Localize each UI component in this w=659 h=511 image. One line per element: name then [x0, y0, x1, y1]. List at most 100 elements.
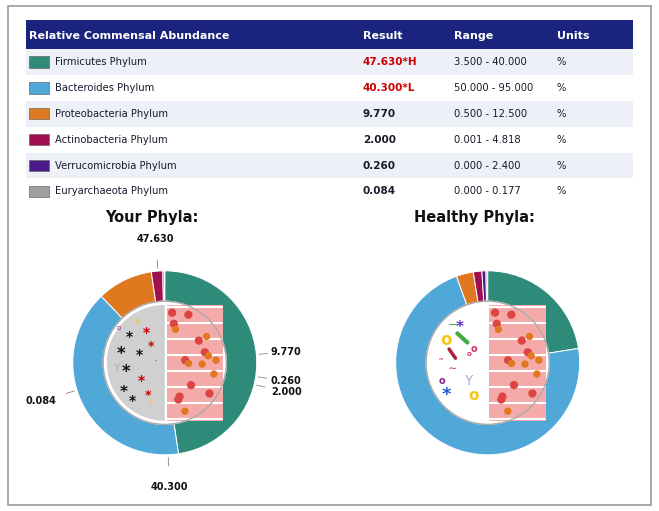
Text: 50.000 - 95.000: 50.000 - 95.000: [454, 83, 533, 93]
Text: 0.084: 0.084: [25, 397, 56, 406]
Text: %: %: [557, 83, 566, 93]
Circle shape: [172, 326, 179, 333]
Text: Range: Range: [454, 31, 493, 40]
Text: o: o: [440, 331, 452, 349]
Wedge shape: [107, 305, 165, 421]
Circle shape: [212, 357, 219, 364]
Circle shape: [185, 311, 192, 319]
FancyBboxPatch shape: [30, 56, 49, 67]
Wedge shape: [488, 271, 579, 353]
Text: Healthy Phyla:: Healthy Phyla:: [414, 210, 535, 225]
Text: Bacteroides Phylum: Bacteroides Phylum: [55, 83, 155, 93]
Circle shape: [206, 389, 214, 398]
Circle shape: [497, 396, 505, 404]
Text: 0.000 - 0.177: 0.000 - 0.177: [454, 187, 521, 196]
Text: 0.000 - 2.400: 0.000 - 2.400: [454, 160, 521, 171]
Text: Result: Result: [363, 31, 403, 40]
Text: 0.084: 0.084: [363, 187, 396, 196]
Text: Your Phyla:: Your Phyla:: [105, 210, 198, 225]
Text: 40.300*L: 40.300*L: [363, 83, 415, 93]
Circle shape: [201, 348, 209, 357]
Text: Proteobacteria Phylum: Proteobacteria Phylum: [55, 109, 169, 119]
Wedge shape: [473, 271, 484, 302]
Circle shape: [187, 381, 195, 389]
Wedge shape: [106, 304, 165, 422]
FancyBboxPatch shape: [26, 20, 633, 49]
Wedge shape: [152, 271, 163, 302]
Text: Euryarchaeota Phylum: Euryarchaeota Phylum: [55, 187, 169, 196]
Bar: [167, 305, 223, 421]
Text: 2.000: 2.000: [363, 134, 396, 145]
Text: o: o: [438, 376, 445, 386]
Wedge shape: [486, 271, 488, 301]
Text: *: *: [122, 363, 130, 381]
Circle shape: [426, 301, 550, 425]
FancyBboxPatch shape: [26, 49, 633, 75]
Circle shape: [205, 352, 212, 359]
Circle shape: [185, 360, 192, 367]
FancyBboxPatch shape: [30, 82, 49, 94]
Circle shape: [495, 326, 502, 333]
Wedge shape: [482, 271, 486, 301]
Text: o: o: [467, 351, 472, 357]
Circle shape: [498, 392, 507, 401]
Text: o: o: [117, 325, 121, 331]
Circle shape: [103, 301, 227, 425]
Circle shape: [508, 360, 515, 367]
Text: 9.770: 9.770: [271, 347, 302, 357]
Text: $\sim$: $\sim$: [445, 362, 457, 373]
Circle shape: [181, 356, 189, 364]
Circle shape: [535, 357, 542, 364]
Circle shape: [194, 336, 203, 345]
Text: *: *: [129, 394, 136, 408]
Wedge shape: [163, 271, 165, 301]
Text: *: *: [143, 327, 150, 340]
Circle shape: [210, 370, 217, 378]
Text: o: o: [471, 344, 477, 354]
Text: *: *: [145, 388, 152, 402]
Text: o: o: [469, 387, 479, 403]
Text: 47.630: 47.630: [137, 234, 174, 244]
Circle shape: [521, 360, 529, 368]
Text: Actinobacteria Phylum: Actinobacteria Phylum: [55, 134, 168, 145]
FancyBboxPatch shape: [26, 101, 633, 127]
Text: Firmicutes Phylum: Firmicutes Phylum: [55, 57, 147, 67]
Circle shape: [174, 396, 183, 404]
Circle shape: [533, 370, 540, 378]
Text: *: *: [127, 330, 133, 344]
Text: %: %: [557, 57, 566, 67]
Text: 9.770: 9.770: [363, 109, 396, 119]
Text: 0.260: 0.260: [363, 160, 396, 171]
Circle shape: [493, 319, 501, 328]
Circle shape: [491, 309, 499, 317]
Text: $\Upsilon$: $\Upsilon$: [464, 374, 474, 388]
Circle shape: [529, 389, 536, 398]
Bar: [490, 305, 546, 421]
FancyBboxPatch shape: [30, 160, 49, 171]
Text: *: *: [456, 320, 464, 335]
Text: Relative Commensal Abundance: Relative Commensal Abundance: [30, 31, 230, 40]
FancyBboxPatch shape: [30, 108, 49, 120]
FancyBboxPatch shape: [26, 153, 633, 178]
Text: 3.500 - 40.000: 3.500 - 40.000: [454, 57, 527, 67]
Circle shape: [504, 407, 511, 415]
Text: $-$: $-$: [447, 318, 458, 331]
Text: 0.260: 0.260: [271, 376, 302, 386]
Text: 0.001 - 4.818: 0.001 - 4.818: [454, 134, 521, 145]
Text: %: %: [557, 187, 566, 196]
Text: 2.000: 2.000: [271, 387, 302, 397]
Wedge shape: [165, 271, 257, 454]
Text: %: %: [557, 134, 566, 145]
Text: *: *: [138, 374, 146, 388]
Text: *: *: [148, 340, 154, 353]
Text: *: *: [442, 386, 451, 404]
Circle shape: [510, 381, 518, 389]
FancyBboxPatch shape: [26, 75, 633, 101]
FancyBboxPatch shape: [30, 185, 49, 197]
Circle shape: [198, 360, 206, 368]
Text: .: .: [154, 353, 158, 363]
Text: 40.300: 40.300: [151, 482, 188, 492]
Text: Units: Units: [557, 31, 589, 40]
Circle shape: [517, 336, 526, 345]
Text: o: o: [134, 317, 140, 326]
